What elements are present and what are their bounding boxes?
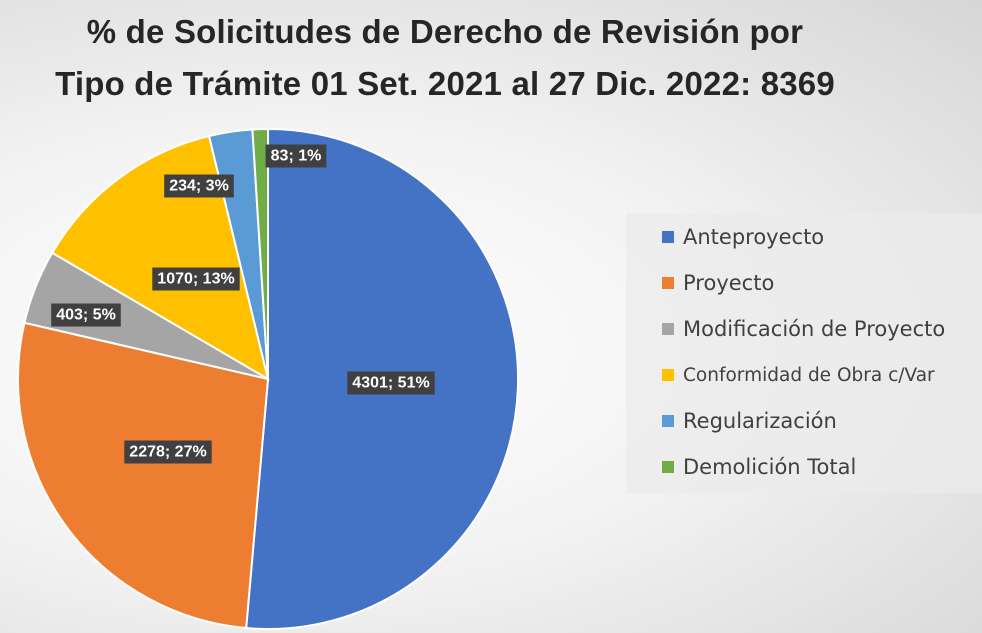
- legend-label: Conformidad de Obra c/Var: [683, 364, 935, 386]
- data-label-5: 83; 1%: [265, 144, 327, 168]
- legend-item-conformidad: Conformidad de Obra c/Var: [662, 363, 935, 387]
- data-label-2: 403; 5%: [51, 303, 121, 327]
- legend-label: Proyecto: [683, 271, 775, 295]
- legend: Anteproyecto Proyecto Modificación de Pr…: [626, 213, 982, 493]
- data-label-text: 403; 5%: [56, 307, 116, 324]
- pie-slice-1: [17, 321, 270, 630]
- data-label-box: [152, 267, 240, 291]
- data-label-3: 1070; 13%: [152, 267, 240, 291]
- data-label-text: 1070; 13%: [157, 271, 234, 288]
- data-label-4: 234; 3%: [164, 174, 234, 198]
- legend-item-regularizacion: Regularización: [662, 409, 837, 433]
- data-label-box: [51, 303, 121, 327]
- legend-item-demolicion: Demolición Total: [662, 455, 856, 479]
- data-label-text: 83; 1%: [271, 148, 322, 165]
- legend-label: Regularización: [683, 409, 837, 433]
- data-label-box: [164, 174, 234, 198]
- data-label-0: 4301; 51%: [347, 371, 435, 395]
- legend-swatch: [662, 415, 674, 427]
- legend-label: Modificación de Proyecto: [683, 317, 946, 341]
- chart-title-line-2: Tipo de Trámite 01 Set. 2021 al 27 Dic. …: [55, 65, 835, 102]
- pie-slice-5: [251, 127, 269, 380]
- legend-item-proyecto: Proyecto: [662, 271, 774, 295]
- data-label-1: 2278; 27%: [124, 440, 212, 464]
- legend-label: Demolición Total: [683, 455, 857, 479]
- data-label-box: [347, 371, 435, 395]
- legend-swatch: [662, 231, 674, 243]
- data-label-box: [124, 440, 212, 464]
- legend-swatch: [662, 277, 674, 289]
- chart-title: % de Solicitudes de Derecho de Revisión …: [0, 6, 890, 110]
- data-label-text: 234; 3%: [169, 178, 229, 195]
- legend-swatch: [662, 323, 674, 335]
- chart-title-line-1: % de Solicitudes de Derecho de Revisión …: [86, 13, 804, 50]
- legend-item-modificacion: Modificación de Proyecto: [662, 317, 945, 341]
- legend-swatch: [662, 461, 674, 473]
- data-label-box: [265, 144, 327, 168]
- legend-swatch: [662, 369, 674, 381]
- legend-label: Anteproyecto: [683, 225, 825, 249]
- data-label-text: 2278; 27%: [129, 444, 206, 461]
- data-label-text: 4301; 51%: [352, 375, 429, 392]
- legend-item-anteproyecto: Anteproyecto: [662, 225, 824, 249]
